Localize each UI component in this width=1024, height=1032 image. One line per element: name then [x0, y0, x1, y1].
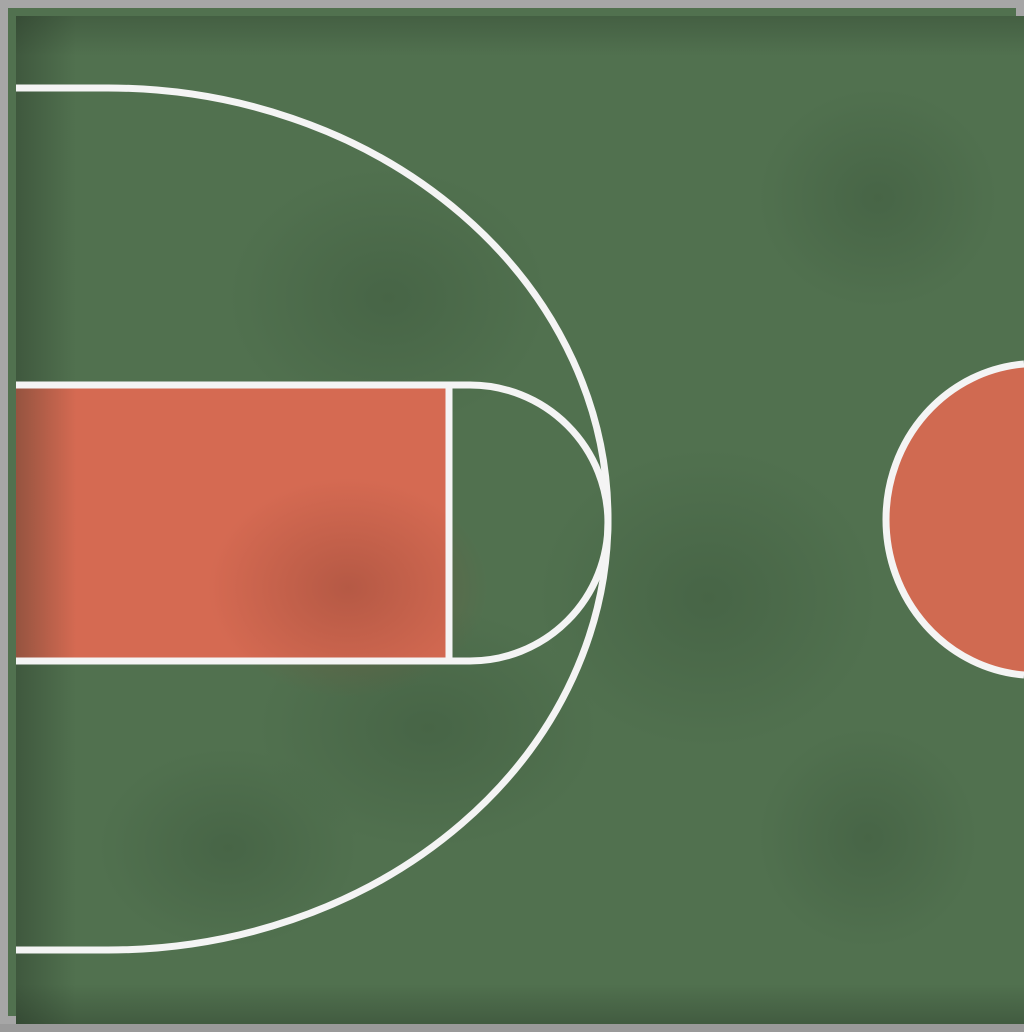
center-circle-outline [882, 360, 1024, 679]
center-circle-half [886, 364, 1024, 675]
court-lines [16, 84, 1024, 954]
free-throw-semicircle [449, 381, 612, 665]
top-edge-shadow [16, 16, 1024, 56]
left-edge-shadow [16, 16, 76, 1024]
court-drawing [16, 16, 1024, 1024]
paint-shading [208, 478, 488, 698]
paint-key-outline [16, 381, 453, 665]
bottom-edge-shadow [16, 984, 1024, 1024]
